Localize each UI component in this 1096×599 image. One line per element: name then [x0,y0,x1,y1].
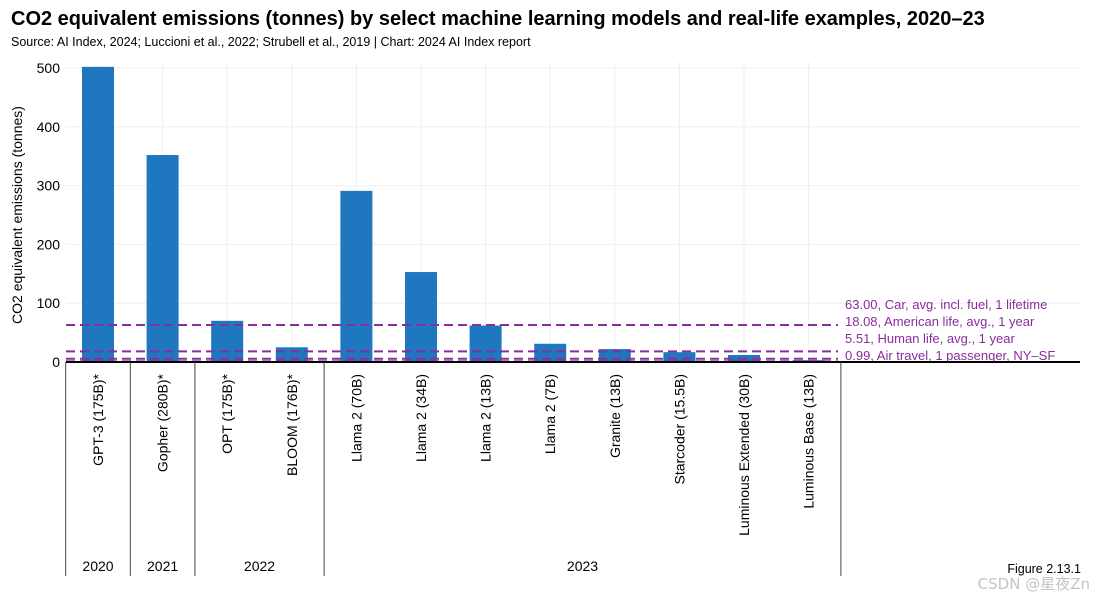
category-label: BLOOM (176B)* [284,373,300,475]
axes [65,361,1080,576]
watermark: CSDN @星夜Zn [977,575,1090,593]
category-label: Granite (13B) [607,374,623,458]
category-label: Luminous Base (13B) [801,374,817,509]
y-tick-label: 300 [37,178,61,194]
year-label: 2023 [567,558,598,574]
category-label: Llama 2 (34B) [413,374,429,462]
chart-title: CO2 equivalent emissions (tonnes) by sel… [11,8,985,30]
y-tick-label: 200 [37,236,61,252]
bar [211,320,244,362]
labels: 0 100 200 300 400 500 CO2 equivalent emissions… [9,60,817,574]
category-label: Llama 2 (70B) [348,374,364,462]
year-label: 2022 [244,558,275,574]
category-label: Llama 2 (13B) [478,374,494,462]
reference-label: 5.51, Human life, avg., 1 year [845,331,1015,346]
category-label: Luminous Extended (30B) [736,374,752,536]
reference-label: 0.99, Air travel, 1 passenger, NY–SF [845,348,1055,363]
category-label: Starcoder (15.5B) [671,374,687,485]
category-label: Gopher (280B)* [155,373,171,472]
category-label: Llama 2 (7B) [542,374,558,454]
reference-label: 63.00, Car, avg. incl. fuel, 1 lifetime [845,297,1047,312]
bar [146,155,179,362]
year-label: 2020 [82,558,113,574]
reference-lines: 63.00, Car, avg. incl. fuel, 1 lifetime 1… [66,297,1055,363]
category-label: OPT (175B)* [219,373,235,453]
y-tick-label: 100 [37,295,61,311]
category-label: GPT-3 (175B)* [90,373,106,465]
bar [469,325,502,362]
year-label: 2021 [147,558,178,574]
bar [275,347,308,362]
y-tick-label: 500 [37,60,61,76]
bar [82,66,114,362]
y-axis-title: CO2 equivalent emissions (tonnes) [9,106,25,324]
y-tick-label: 400 [37,119,61,135]
bars [82,66,825,362]
figure-label: Figure 2.13.1 [1007,562,1081,576]
bar [534,343,567,362]
bar [663,352,696,362]
chart-subtitle: Source: AI Index, 2024; Luccioni et al.,… [11,35,531,49]
bar [340,190,373,362]
y-tick-label: 0 [52,354,60,370]
bar [405,272,437,362]
reference-label: 18.08, American life, avg., 1 year [845,314,1035,329]
